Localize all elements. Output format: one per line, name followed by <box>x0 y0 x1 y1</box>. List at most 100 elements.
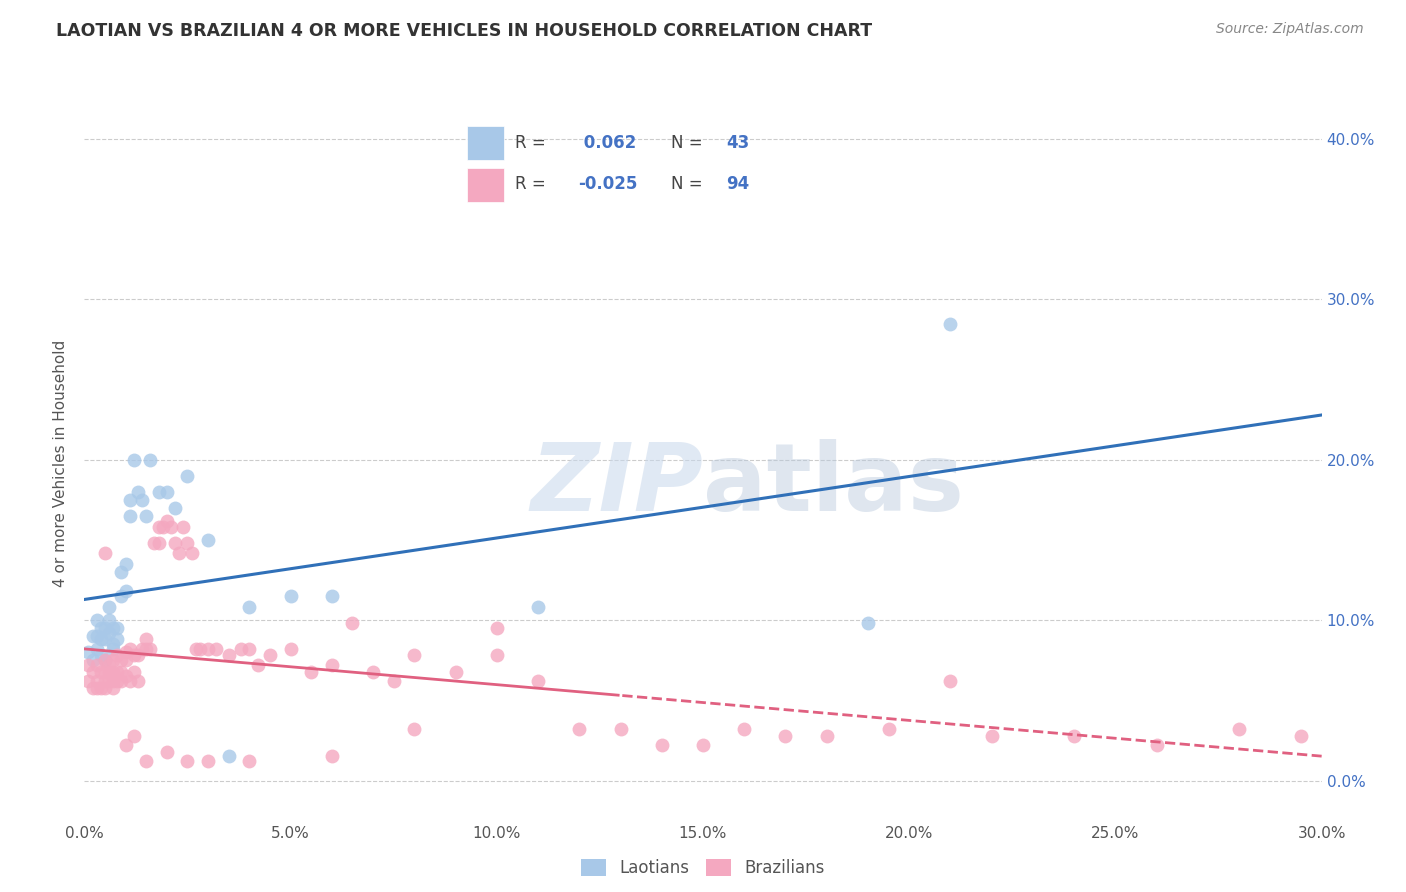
Point <box>94 653 117 667</box>
Point <box>103 674 125 689</box>
Point <box>103 642 125 657</box>
Point <box>122 729 145 743</box>
Point <box>238 754 260 768</box>
Point <box>118 642 141 657</box>
Point <box>94 674 117 689</box>
Point <box>188 642 211 657</box>
Point <box>127 648 149 663</box>
Point <box>815 729 838 743</box>
Point <box>98 626 121 640</box>
Point <box>342 616 364 631</box>
Point <box>160 520 183 534</box>
Point <box>197 533 219 547</box>
Point <box>148 484 170 499</box>
Text: ZIP: ZIP <box>530 439 703 532</box>
Point <box>82 629 104 643</box>
Point <box>131 642 153 657</box>
Point <box>86 629 108 643</box>
Point <box>172 520 194 534</box>
Point <box>114 584 136 599</box>
Point <box>877 723 900 737</box>
Text: atlas: atlas <box>703 439 965 532</box>
Point <box>485 648 508 663</box>
Point <box>1063 729 1085 743</box>
Point <box>103 653 125 667</box>
Point <box>118 674 141 689</box>
Point <box>321 749 343 764</box>
Point <box>86 681 108 695</box>
Point <box>118 508 141 523</box>
Point <box>692 739 714 753</box>
Point <box>135 754 157 768</box>
Point <box>110 565 132 579</box>
Text: Source: ZipAtlas.com: Source: ZipAtlas.com <box>1216 22 1364 37</box>
Point <box>527 600 550 615</box>
Point <box>148 536 170 550</box>
Point <box>94 621 117 635</box>
Point <box>77 658 100 673</box>
Point <box>148 520 170 534</box>
Point <box>82 665 104 679</box>
Point <box>114 557 136 571</box>
Point <box>98 613 121 627</box>
Point <box>110 665 132 679</box>
Point <box>1227 723 1250 737</box>
Point <box>90 632 112 647</box>
Point <box>90 648 112 663</box>
Point <box>775 729 797 743</box>
Point <box>103 637 125 651</box>
Point <box>246 658 269 673</box>
Point <box>94 681 117 695</box>
Point <box>105 674 128 689</box>
Point <box>86 613 108 627</box>
Point <box>105 621 128 635</box>
Point <box>382 674 405 689</box>
Point <box>82 653 104 667</box>
Point <box>651 739 673 753</box>
Point <box>404 723 426 737</box>
Point <box>152 520 174 534</box>
Point <box>856 616 879 631</box>
Text: LAOTIAN VS BRAZILIAN 4 OR MORE VEHICLES IN HOUSEHOLD CORRELATION CHART: LAOTIAN VS BRAZILIAN 4 OR MORE VEHICLES … <box>56 22 872 40</box>
Point <box>156 745 179 759</box>
Point <box>404 648 426 663</box>
Point <box>98 658 121 673</box>
Point <box>527 674 550 689</box>
Point <box>205 642 228 657</box>
Point <box>444 665 467 679</box>
Point <box>105 648 128 663</box>
Point <box>122 665 145 679</box>
Point <box>280 589 302 603</box>
Point <box>568 723 591 737</box>
Point <box>94 632 117 647</box>
Point <box>114 669 136 683</box>
Point <box>127 674 149 689</box>
Point <box>103 665 125 679</box>
Point <box>176 536 198 550</box>
Point <box>238 642 260 657</box>
Point <box>135 642 157 657</box>
Point <box>86 658 108 673</box>
Point <box>118 492 141 507</box>
Point <box>94 665 117 679</box>
Point <box>110 589 132 603</box>
Point <box>939 317 962 331</box>
Point <box>110 653 132 667</box>
Point <box>176 468 198 483</box>
Point <box>94 546 117 560</box>
Point <box>122 453 145 467</box>
Point <box>733 723 755 737</box>
Point <box>980 729 1002 743</box>
Point <box>165 536 187 550</box>
Point <box>167 546 190 560</box>
Point <box>127 484 149 499</box>
Point <box>1289 729 1312 743</box>
Point <box>259 648 281 663</box>
Point <box>114 739 136 753</box>
Point <box>114 645 136 659</box>
Point <box>122 648 145 663</box>
Point <box>156 484 179 499</box>
Point <box>218 648 240 663</box>
Point <box>321 658 343 673</box>
Point <box>184 642 207 657</box>
